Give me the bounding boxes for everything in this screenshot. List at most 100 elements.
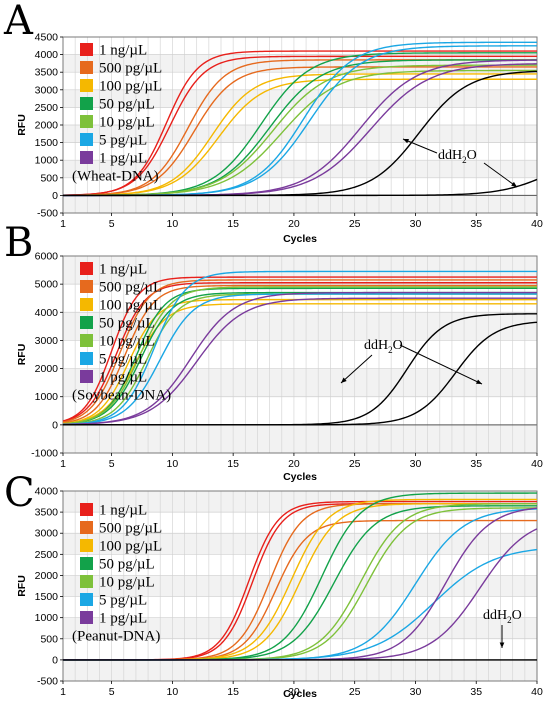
x-tick-label: 20 xyxy=(288,686,300,698)
plot-frame xyxy=(62,255,538,454)
arrow-head xyxy=(403,138,409,144)
annotation-label: ddH2O xyxy=(483,608,522,625)
curves xyxy=(62,41,538,197)
legend-label: 10 pg/µL xyxy=(99,334,155,350)
y-tick-label: 0 xyxy=(52,654,58,666)
series-line xyxy=(62,66,537,196)
y-tick-label: 3000 xyxy=(35,335,59,347)
grid-band xyxy=(63,142,537,161)
annotation-label: ddH2O xyxy=(364,338,403,355)
series-line xyxy=(62,50,537,196)
x-tick-label: 5 xyxy=(109,686,115,698)
legend-swatch xyxy=(80,97,93,110)
x-tick-label: 10 xyxy=(167,686,179,698)
x-tick-label: 1 xyxy=(60,686,66,698)
grid-band xyxy=(63,396,537,425)
legend-label: 100 pg/µL xyxy=(99,79,162,95)
curves xyxy=(63,492,538,661)
y-tick-label: 1500 xyxy=(35,137,59,149)
x-tick-label: 15 xyxy=(227,458,239,470)
annotation-label: ddH2O xyxy=(438,148,477,165)
x-tick-label: 30 xyxy=(410,458,422,470)
annotation-arrow xyxy=(340,354,373,384)
arrow-head xyxy=(341,377,347,383)
series-line xyxy=(62,78,537,197)
y-axis-label: RFU xyxy=(16,575,28,597)
series-line xyxy=(62,284,537,424)
y-tick-label: 1000 xyxy=(35,155,59,167)
x-tick-label: 40 xyxy=(531,218,543,230)
y-axis-label: RFU xyxy=(16,344,28,366)
x-tick-label: 30 xyxy=(410,686,422,698)
legend-swatch xyxy=(80,575,93,588)
legend-swatch xyxy=(80,262,93,275)
x-axis-label: Cycles xyxy=(283,688,317,700)
grid-band xyxy=(63,596,537,618)
legend-label: 100 pg/µL xyxy=(99,539,162,555)
grid-band xyxy=(63,37,537,55)
grid-band xyxy=(63,554,537,576)
series-line xyxy=(62,270,537,426)
legend-swatch xyxy=(80,151,93,164)
annotation-arrow xyxy=(483,162,518,188)
legend-swatch xyxy=(80,593,93,606)
y-tick-label: 500 xyxy=(40,633,58,645)
arrow-head xyxy=(499,642,505,648)
x-tick-label: 35 xyxy=(470,218,482,230)
legend-label: 5 pg/µL xyxy=(99,133,147,149)
legend-swatch xyxy=(80,370,93,383)
series-line xyxy=(62,55,537,196)
x-axis-label: Cycles xyxy=(283,471,317,483)
y-tick-label: 2500 xyxy=(35,102,59,114)
sample-label: (Soybean-DNA) xyxy=(72,388,171,404)
series-line xyxy=(62,287,537,425)
panel-letter-a: A xyxy=(3,0,34,44)
legend-swatch xyxy=(80,521,93,534)
x-tick-label: 35 xyxy=(470,686,482,698)
grid-band xyxy=(63,107,537,125)
y-tick-label: 4000 xyxy=(35,49,59,61)
arrow-head xyxy=(476,379,482,384)
legend-label: 1 ng/µL xyxy=(99,503,147,519)
legend-swatch xyxy=(80,61,93,74)
legend-swatch xyxy=(80,79,93,92)
x-tick-label: 1 xyxy=(60,218,66,230)
legend-label: 50 pg/µL xyxy=(99,557,155,573)
legend-label: 1 pg/µL xyxy=(99,370,147,386)
y-axis-label: RFU xyxy=(16,114,28,136)
x-tick-label: 10 xyxy=(167,218,179,230)
y-tick-label: 500 xyxy=(40,172,58,184)
legend-label: 10 pg/µL xyxy=(99,115,155,131)
legend: 1 ng/µL 500 pg/µL 100 pg/µL 50 pg/µL 10 pg/µ… xyxy=(72,43,162,185)
sample-label: (Wheat-DNA) xyxy=(72,169,159,185)
y-tick-label: 1000 xyxy=(35,391,59,403)
series-line xyxy=(62,297,537,426)
legend-swatch xyxy=(80,557,93,570)
arrow-head xyxy=(511,181,517,187)
series-line xyxy=(62,279,537,423)
y-tick-label: 0 xyxy=(52,190,58,202)
x-tick-label: 20 xyxy=(288,458,300,470)
legend-swatch xyxy=(80,115,93,128)
annotation-arrow xyxy=(399,344,483,385)
legend-swatch xyxy=(80,503,93,516)
legend-swatch xyxy=(80,334,93,347)
x-tick-label: 5 xyxy=(109,218,115,230)
series-line xyxy=(62,286,537,425)
legend-label: 50 pg/µL xyxy=(99,97,155,113)
x-tick-label: 35 xyxy=(470,458,482,470)
series-line xyxy=(63,178,538,197)
legend-label: 1 pg/µL xyxy=(99,611,147,627)
y-tick-label: 1000 xyxy=(35,612,59,624)
y-tick-label: 4000 xyxy=(35,486,59,498)
y-tick-label: 4000 xyxy=(35,307,59,319)
legend-swatch xyxy=(80,539,93,552)
x-tick-label: 20 xyxy=(288,218,300,230)
grid-band xyxy=(63,638,537,660)
y-tick-label: 3000 xyxy=(35,84,59,96)
series-line xyxy=(62,282,537,422)
x-tick-label: 25 xyxy=(349,218,361,230)
